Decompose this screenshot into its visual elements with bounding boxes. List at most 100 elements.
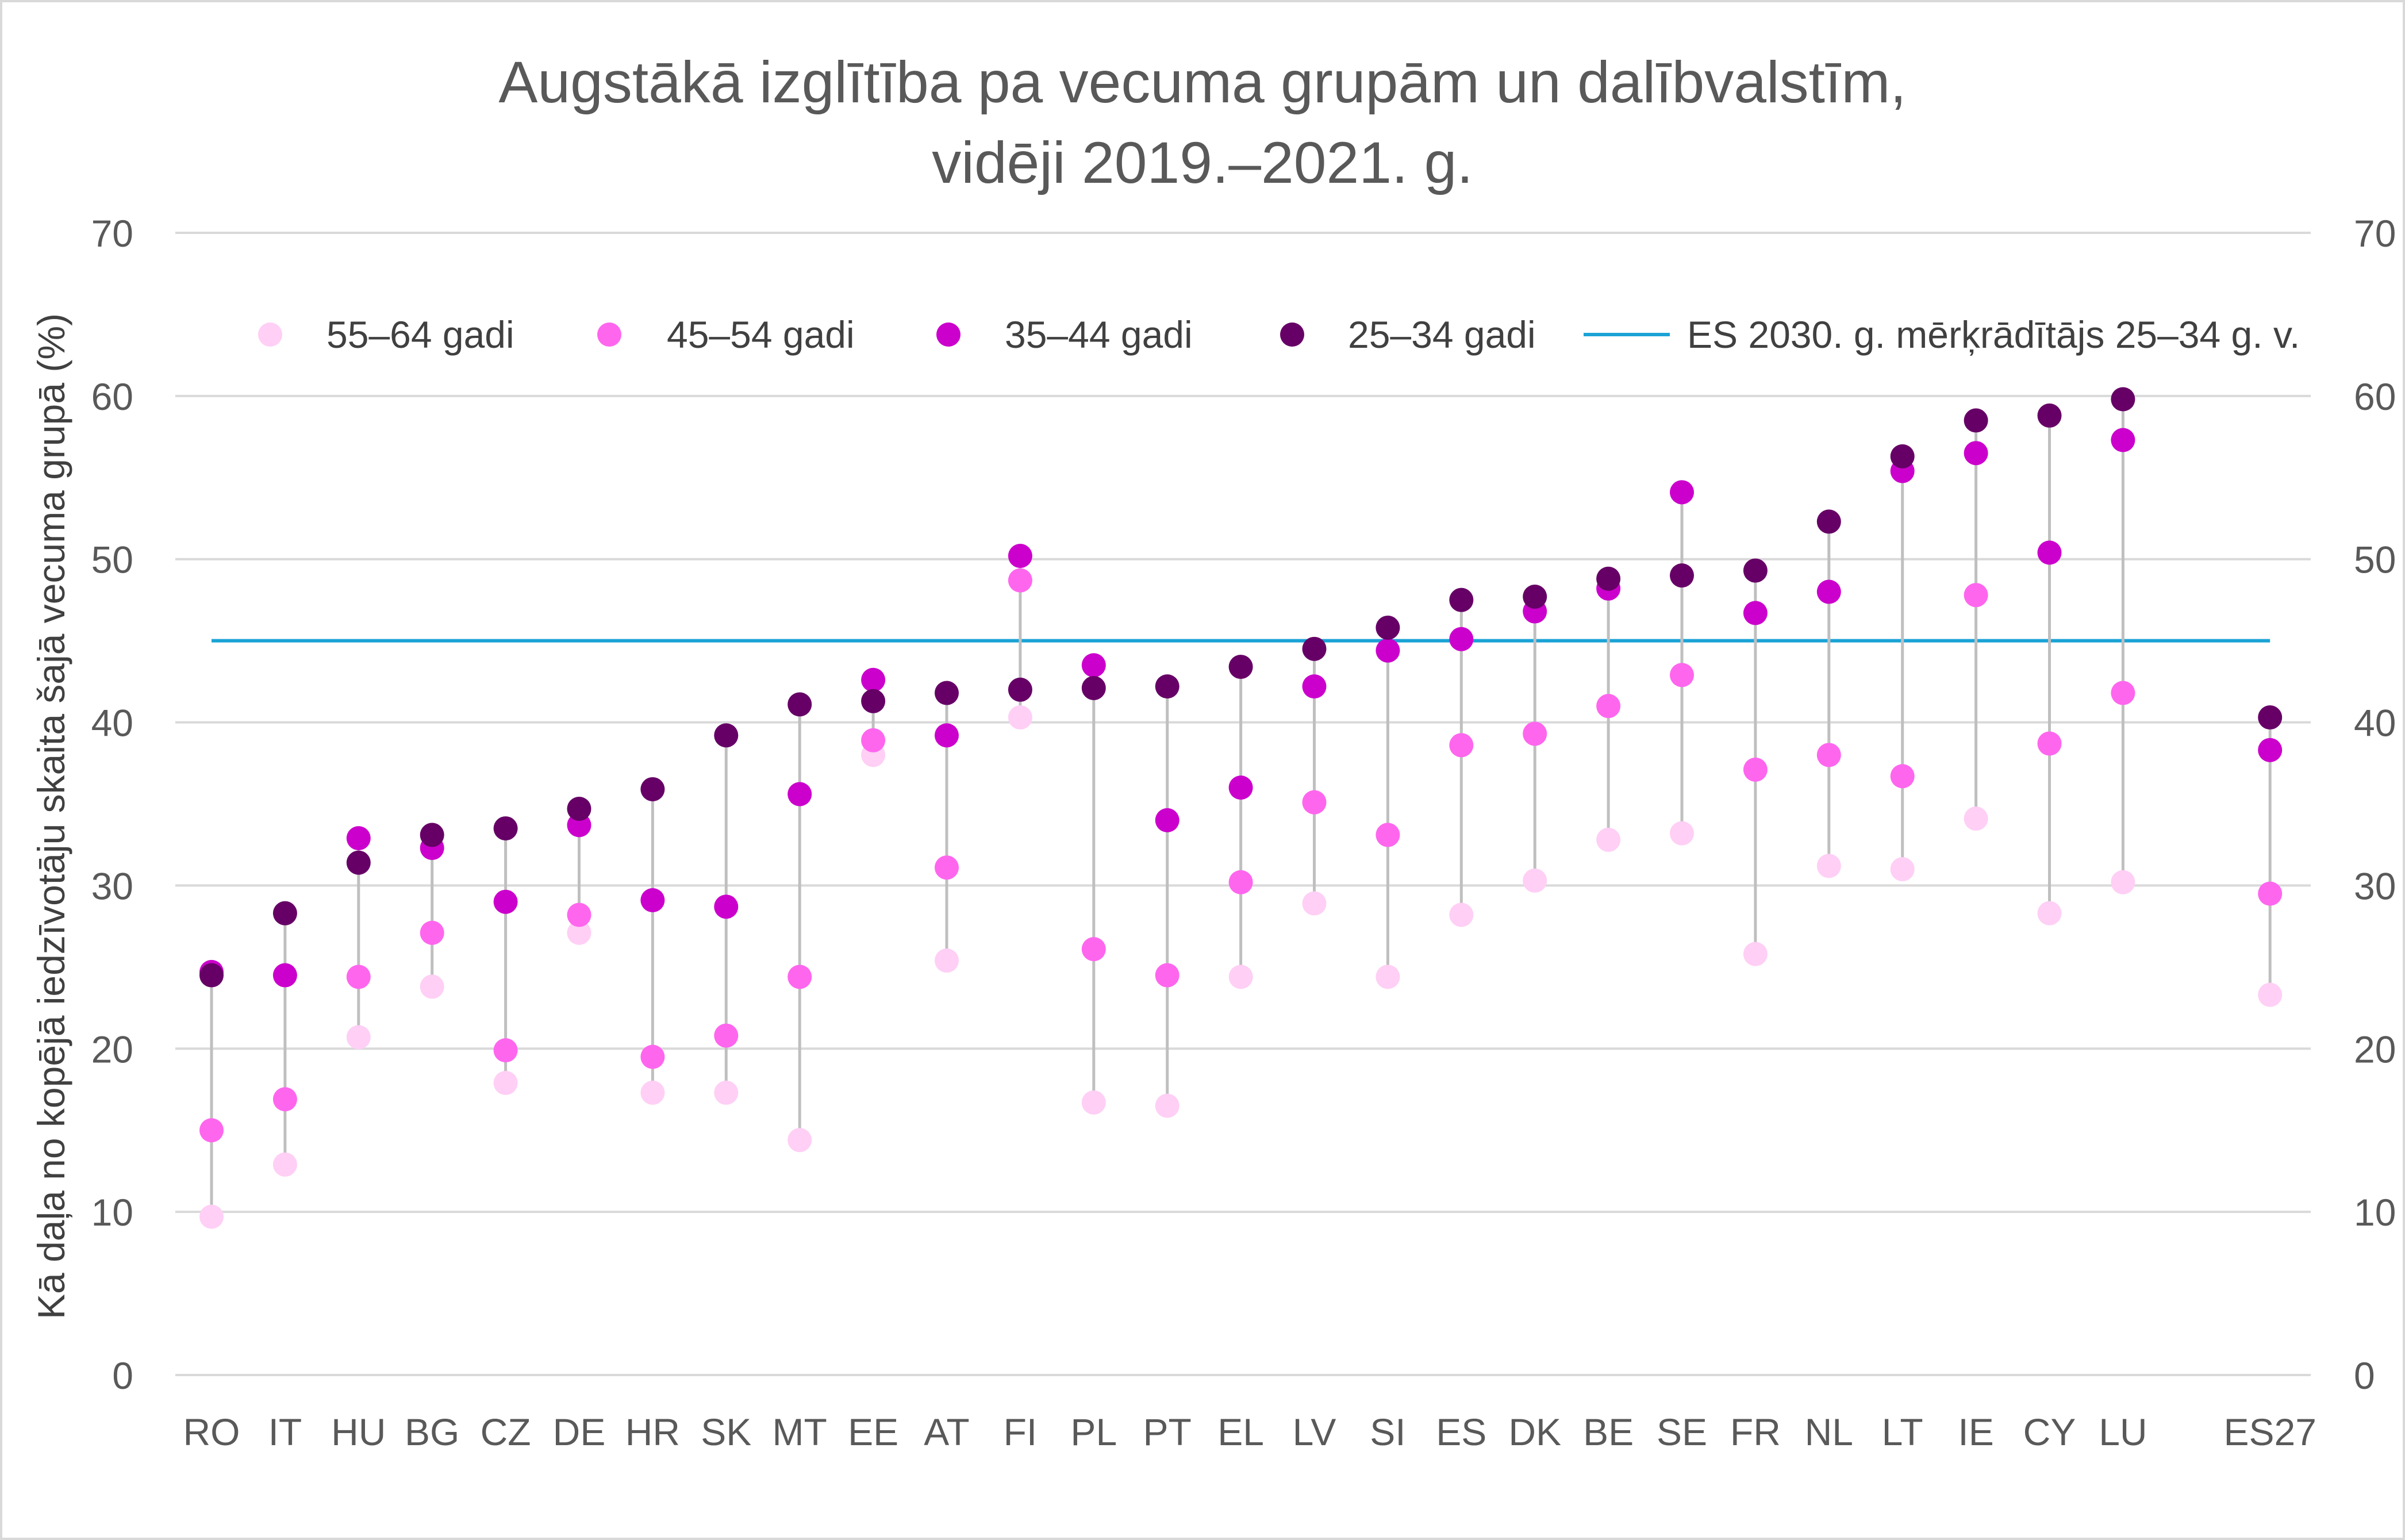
legend-label-3: 35–44 gadi [1005,313,1193,356]
point-s2-de [567,903,591,927]
point-s2-bg [420,920,444,945]
point-s2-lv [1302,790,1327,815]
y-tick-right-0: 0 [2354,1354,2375,1397]
y-tick-left-70: 70 [91,212,133,255]
point-s1-dk [1523,868,1547,893]
x-tick-mt: MT [773,1411,827,1453]
range-lines [210,399,2272,1217]
point-s4-ro [199,963,224,988]
point-s4-fr [1743,558,1768,583]
y-tick-right-30: 30 [2354,865,2396,907]
point-s1-at [935,948,959,973]
x-tick-es27: ES27 [2223,1411,2316,1453]
point-s2-fr [1743,757,1768,782]
point-s4-es [1449,587,1474,612]
point-s2-es27 [2258,881,2283,906]
chart-title-line-1: Augstākā izglītība pa vecuma grupām un d… [498,49,1906,115]
legend-marker-2 [597,322,621,347]
point-s2-el [1228,870,1253,894]
point-s2-nl [1816,743,1841,767]
point-s3-ee [861,667,886,692]
point-s2-ro [199,1118,224,1143]
point-s1-pt [1155,1093,1180,1118]
point-s3-cy [2037,540,2062,565]
y-tick-right-70: 70 [2354,212,2396,255]
point-s1-ro [199,1204,224,1229]
point-s1-nl [1816,854,1841,878]
legend-marker-1 [258,322,282,347]
x-tick-ro: RO [183,1411,240,1453]
point-s1-it [272,1152,297,1177]
point-s1-lu [2111,870,2135,894]
point-s2-lu [2111,681,2135,705]
point-s2-cz [493,1038,518,1063]
point-s4-hr [640,777,665,801]
point-s4-es27 [2258,705,2283,730]
point-s2-it [272,1087,297,1112]
point-s2-dk [1523,721,1547,746]
point-s4-nl [1816,509,1841,534]
point-s1-de [567,920,591,945]
y-tick-right-50: 50 [2354,539,2396,581]
point-s4-lt [1890,444,1915,468]
point-s2-sk [714,1023,739,1048]
point-s2-mt [787,965,812,989]
point-s3-nl [1816,579,1841,604]
point-s4-pt [1155,674,1180,699]
point-s2-ie [1964,583,1988,608]
point-s4-sk [714,723,739,748]
point-s3-lv [1302,674,1327,699]
point-s2-cy [2037,731,2062,756]
x-tick-hu: HU [331,1411,386,1453]
point-s3-pl [1081,653,1106,678]
point-s4-cz [493,816,518,841]
point-s2-si [1376,823,1400,847]
point-s1-lv [1302,891,1327,916]
y-tick-right-60: 60 [2354,375,2396,418]
legend-label-1: 55–64 gadi [326,313,514,356]
point-s3-sk [714,894,739,919]
point-s1-ie [1964,807,1988,831]
point-s3-hu [346,826,371,851]
x-tick-hr: HR [625,1411,680,1453]
x-tick-pt: PT [1143,1411,1192,1453]
point-s1-si [1376,965,1400,989]
point-s4-de [567,797,591,821]
x-tick-be: BE [1583,1411,1634,1453]
point-s1-cz [493,1070,518,1095]
legend: 55–64 gadi 45–54 gadi 35–44 gadi 25–34 gadi… [258,313,2300,356]
point-s4-ie [1964,408,1988,433]
x-tick-de: DE [553,1411,606,1453]
y-tick-left-20: 20 [91,1028,133,1070]
point-s1-fi [1008,705,1032,730]
legend-label-2: 45–54 gadi [667,313,855,356]
point-s1-mt [787,1128,812,1153]
point-s2-se [1670,663,1694,688]
point-s2-pl [1081,937,1106,962]
x-tick-fi: FI [1004,1411,1038,1453]
point-s3-at [935,723,959,748]
point-s1-be [1596,827,1621,852]
point-s4-si [1376,615,1400,640]
point-s3-pt [1155,808,1180,832]
point-s1-el [1228,965,1253,989]
point-s3-cz [493,889,518,914]
point-s2-hu [346,965,371,989]
y-tick-left-60: 60 [91,375,133,418]
point-s4-cy [2037,403,2062,428]
x-tick-pl: PL [1070,1411,1117,1453]
point-s4-pl [1081,675,1106,700]
y-tick-right-40: 40 [2354,702,2396,744]
point-s3-it [272,963,297,988]
y-tick-left-30: 30 [91,865,133,907]
x-tick-el: EL [1217,1411,1264,1453]
point-s4-el [1228,655,1253,679]
axis-ticks: 0 0 10 10 20 20 30 30 40 40 50 50 60 60 70 70 RO IT HU BG CZ… [91,212,2396,1453]
point-s2-at [935,855,959,880]
x-tick-sk: SK [701,1411,751,1453]
point-s4-it [272,901,297,925]
point-s4-se [1670,563,1694,588]
point-s1-hr [640,1080,665,1105]
y-tick-right-20: 20 [2354,1028,2396,1070]
x-tick-nl: NL [1805,1411,1853,1453]
